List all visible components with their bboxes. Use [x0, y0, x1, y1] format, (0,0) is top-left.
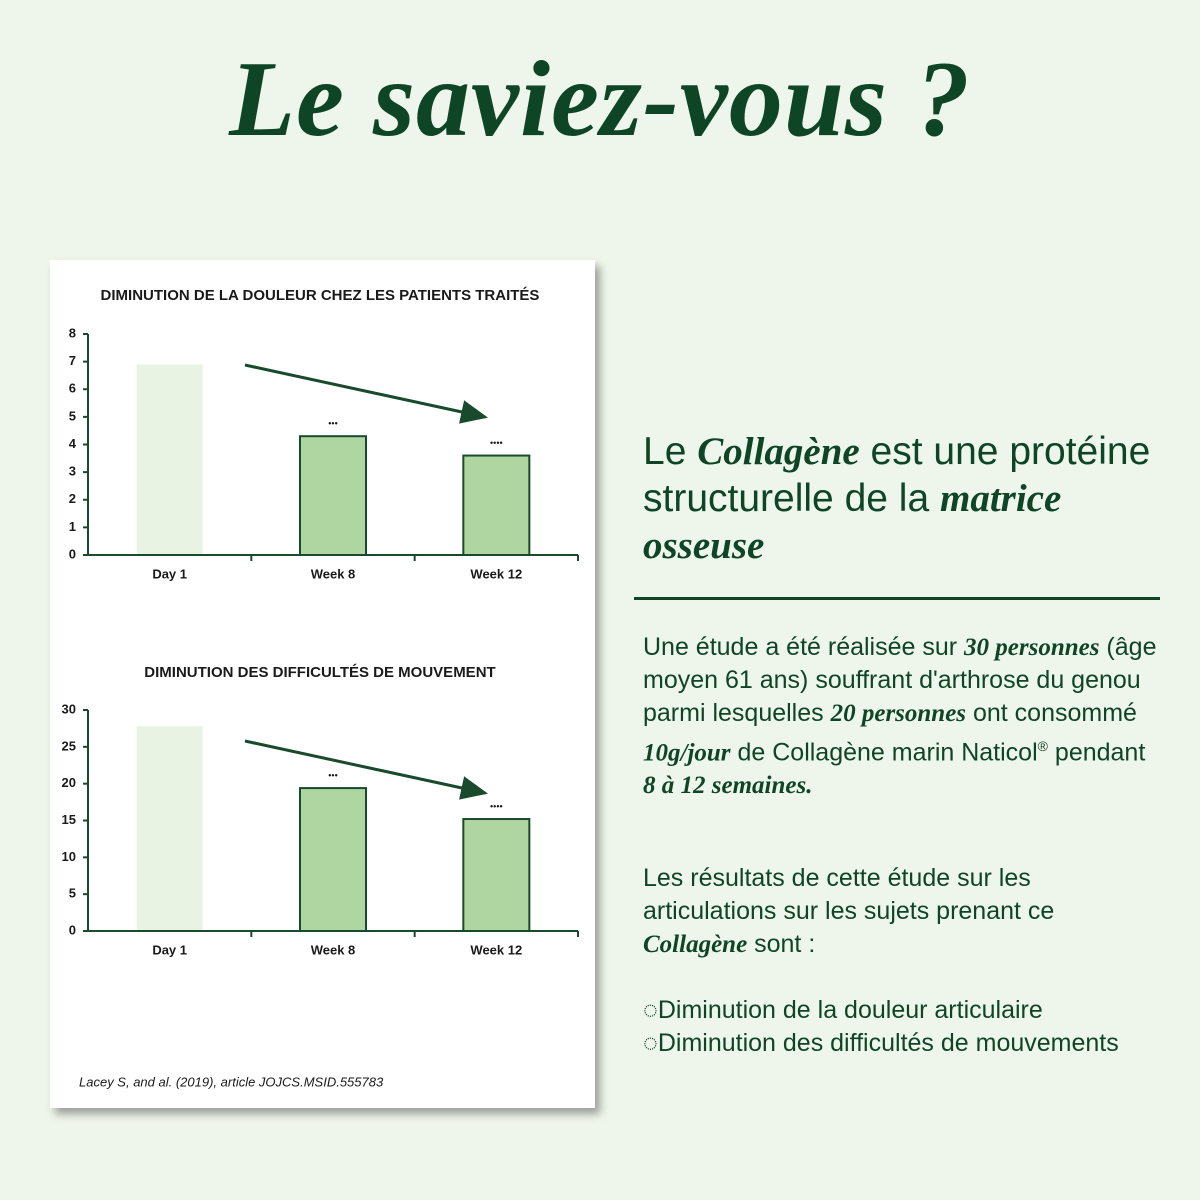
study: Une étude a été réalisée sur 30 personne… — [643, 631, 1163, 802]
list-item: ◌Diminution des difficultés de mouvement… — [643, 1029, 1119, 1057]
y-tick-label: 5 — [69, 886, 76, 901]
emphasis: 30 personnes — [964, 634, 1100, 661]
bar — [299, 435, 367, 556]
y-tick-label: 0 — [69, 546, 76, 561]
x-tick-label: Day 1 — [152, 942, 187, 957]
y-tick-label: 3 — [69, 464, 76, 479]
text: sont : — [747, 930, 816, 958]
emphasis: 8 à 12 semaines. — [643, 772, 813, 800]
emphasis: 20 personnes — [830, 700, 967, 727]
emphasis: Collagène — [643, 931, 748, 958]
y-tick-label: 1 — [69, 519, 76, 534]
citation: Lacey S, and al. (2019), article JOJCS.M… — [79, 1074, 384, 1089]
text: pendant — [1047, 738, 1146, 767]
intro: Le Collagène est une protéine structurel… — [643, 428, 1153, 569]
list-item: ◌Diminution de la douleur articulaire — [643, 996, 1043, 1024]
y-tick-label: 2 — [69, 491, 76, 506]
y-tick-label: 15 — [62, 812, 76, 827]
divider — [634, 597, 1160, 600]
results: Les résultats de cette étude sur les art… — [643, 862, 1163, 961]
emphasis: Collagène — [697, 430, 860, 473]
bar — [136, 726, 203, 931]
chart-card: Lacey S, and al. (2019), article JOJCS.M… — [50, 260, 595, 1108]
emphasis: 10g/jour — [643, 739, 731, 767]
significance: •••• — [490, 801, 503, 811]
trend-arrow — [244, 363, 488, 424]
significance: ••• — [328, 419, 337, 429]
text: est une protéine structurelle de la — [643, 430, 1151, 520]
text: Le — [643, 430, 698, 473]
y-tick-label: 6 — [69, 381, 76, 396]
x-tick-label: Week 8 — [311, 566, 356, 581]
x-tick-label: Week 12 — [470, 566, 522, 581]
y-tick-label: 4 — [69, 436, 77, 451]
y-tick-label: 5 — [69, 408, 76, 423]
y-tick-label: 30 — [62, 701, 76, 716]
results-list: ◌Diminution de la douleur articulaire ◌Di… — [643, 994, 1163, 1060]
bar — [462, 454, 531, 556]
significance: ••• — [328, 770, 337, 780]
bar — [462, 818, 531, 933]
y-tick-label: 7 — [69, 353, 76, 368]
y-tick-label: 10 — [62, 849, 76, 864]
trend-arrow — [244, 739, 488, 800]
text: Les résultats de cette étude sur les art… — [643, 864, 1055, 925]
x-tick-label: Week 12 — [470, 942, 522, 957]
bar — [299, 787, 367, 932]
y-tick-label: 25 — [62, 738, 76, 753]
bar — [136, 364, 203, 555]
chart-title: DIMINUTION DES DIFFICULTÉS DE MOUVEMENT — [144, 664, 495, 681]
y-tick-label: 8 — [69, 325, 76, 340]
charts: Lacey S, and al. (2019), article JOJCS.M… — [62, 287, 579, 1089]
text: Une étude a été réalisée sur — [643, 633, 965, 661]
y-tick-label: 0 — [69, 922, 76, 937]
chart-title: DIMINUTION DE LA DOULEUR CHEZ LES PATIEN… — [101, 287, 540, 304]
text: (âge moyen 61 ans) souffrant d'arthrose … — [643, 633, 1157, 727]
text: de Collagène marin Naticol — [730, 738, 1038, 767]
registered: ® — [1037, 738, 1048, 754]
x-tick-label: Week 8 — [311, 942, 356, 957]
page-title: Le saviez-vous ? — [229, 40, 971, 159]
y-tick-label: 20 — [62, 775, 76, 790]
emphasis: matrice osseuse — [643, 477, 1062, 567]
x-tick-label: Day 1 — [152, 566, 187, 581]
text: ont consommé — [966, 699, 1137, 727]
significance: •••• — [490, 438, 503, 448]
